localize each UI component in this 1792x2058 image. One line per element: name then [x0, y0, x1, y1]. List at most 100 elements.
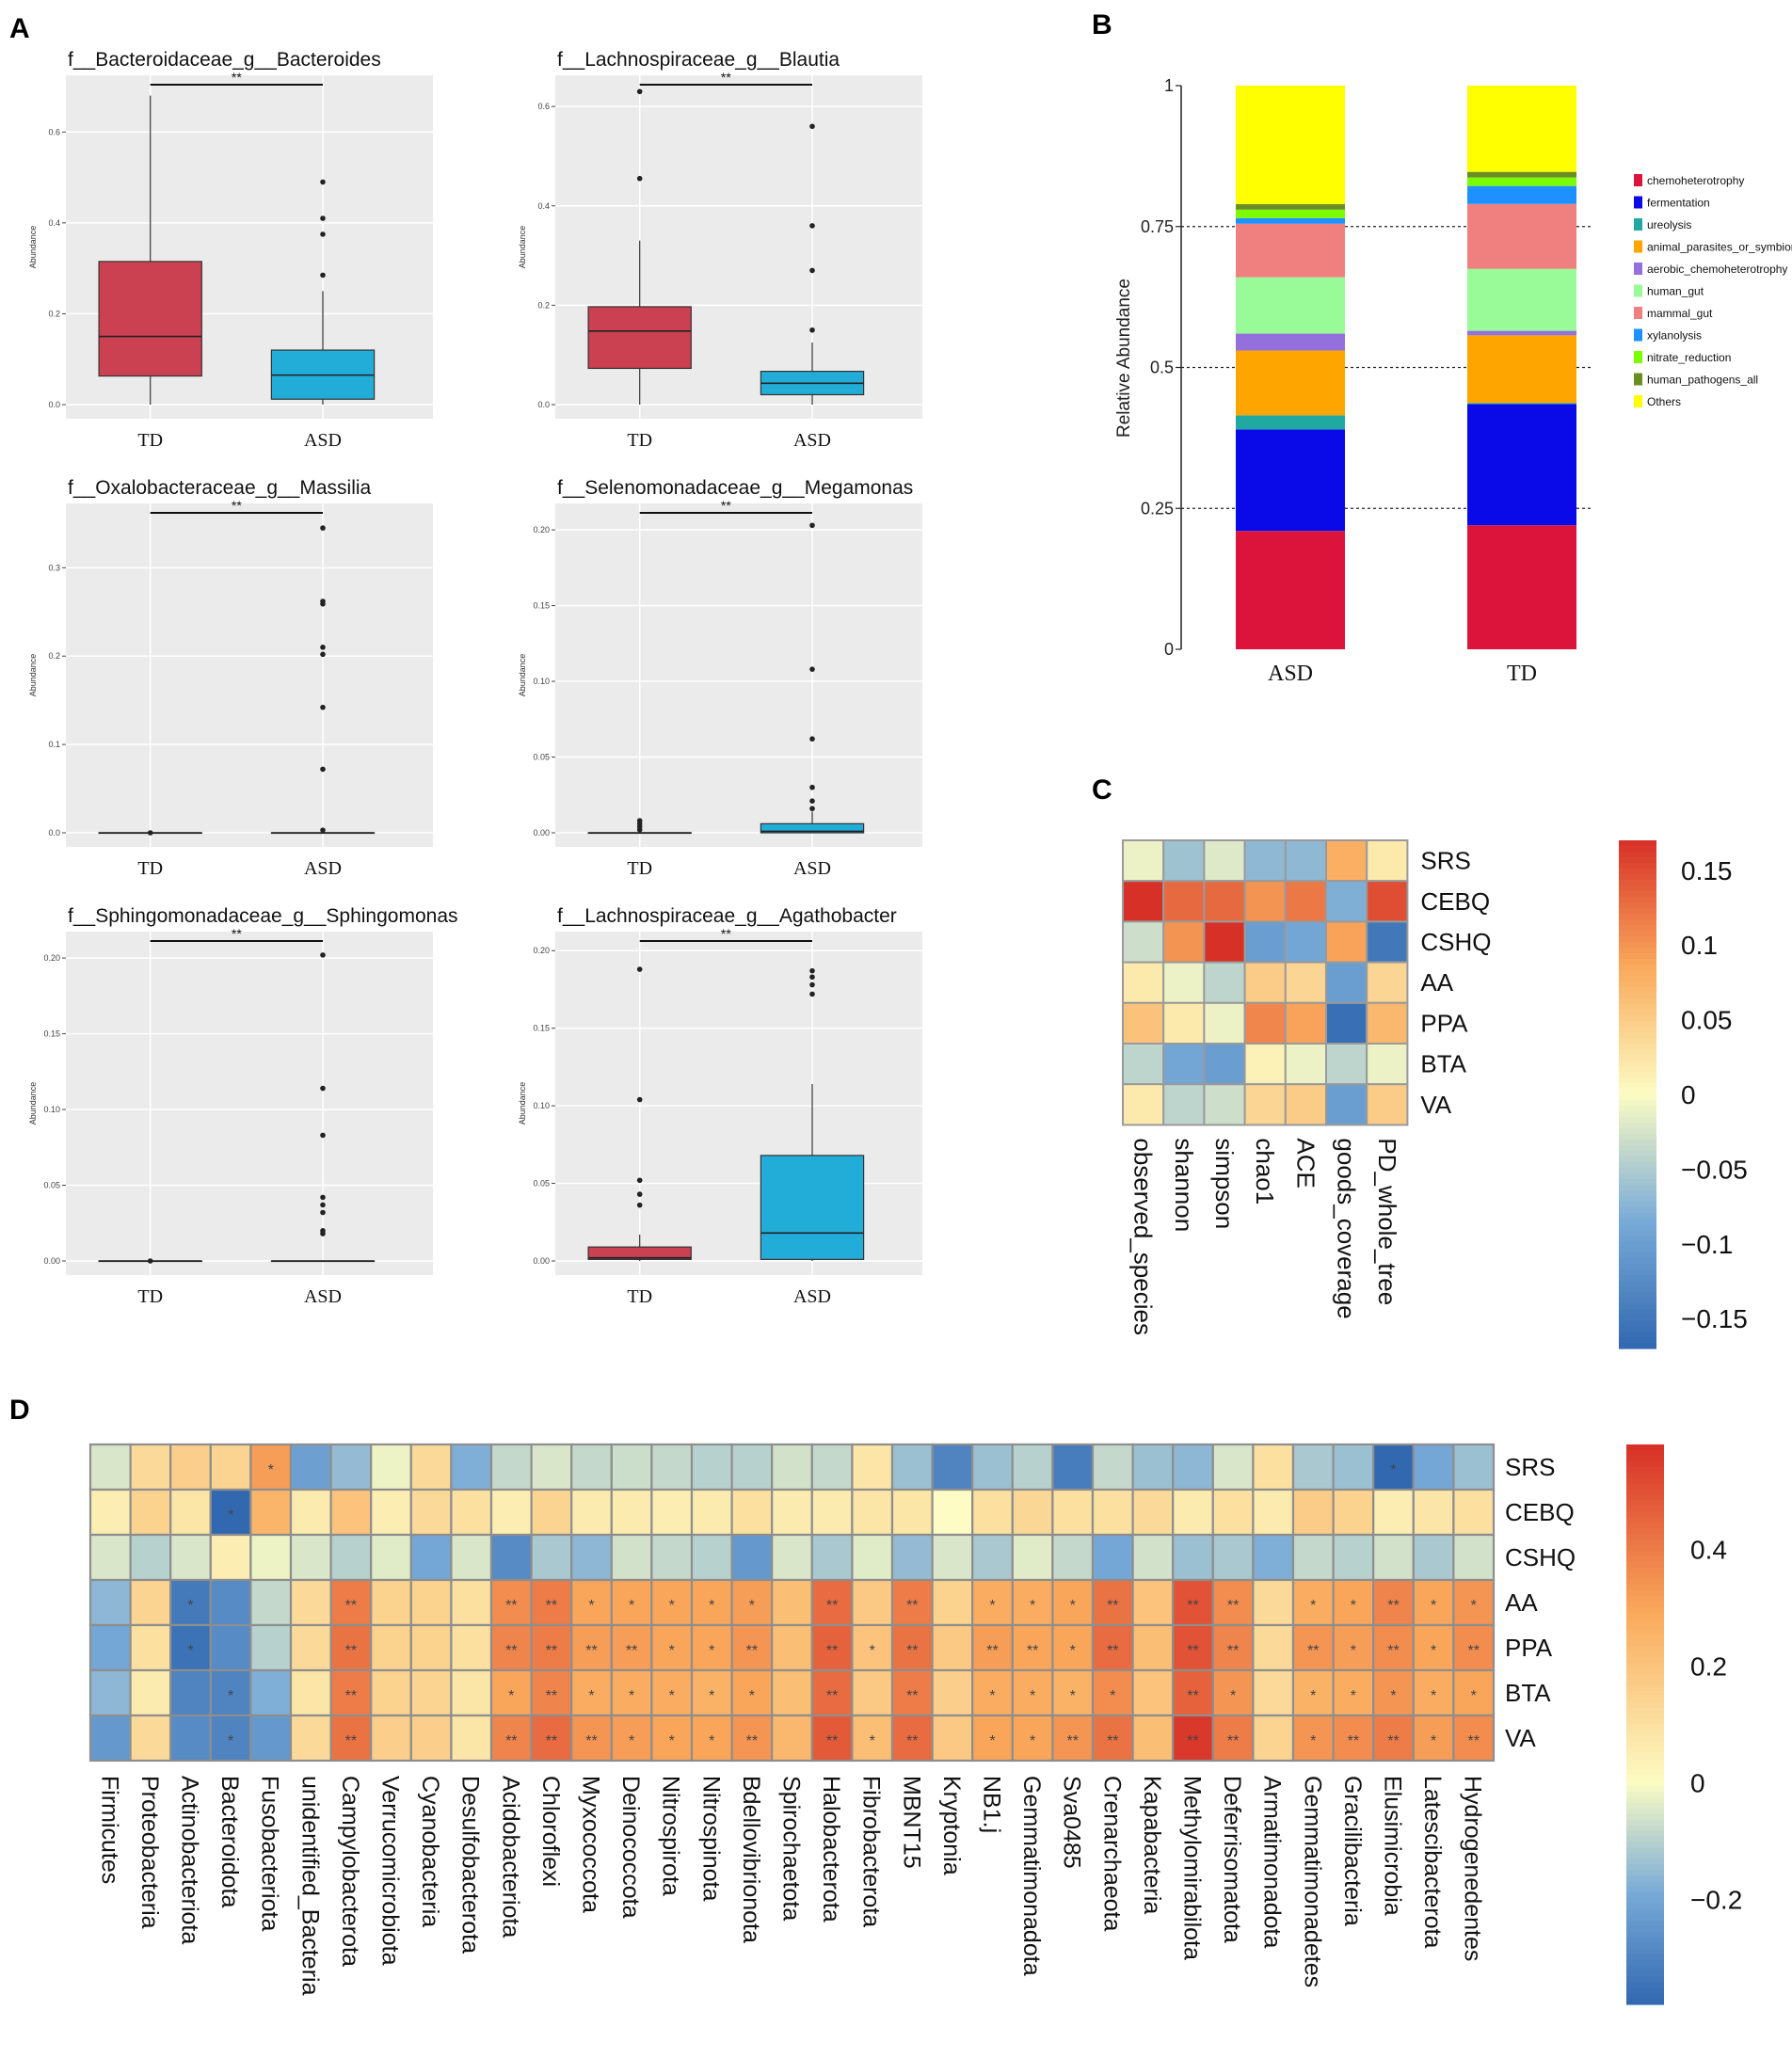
significance-mark: *: [629, 1733, 634, 1749]
bar-segment-human_pathogens_all: [1236, 203, 1345, 210]
outlier-point: [636, 1177, 643, 1184]
heatmap-cell: [810, 1714, 854, 1763]
significance-mark: *: [669, 1688, 675, 1704]
legend-swatch: [1634, 373, 1642, 386]
heatmap-cell: [1372, 1714, 1415, 1763]
heatmap-cell: [209, 1443, 252, 1492]
significance-mark: *: [588, 1688, 594, 1704]
significance-mark: **: [1467, 1733, 1479, 1749]
colorbar-step: [1619, 981, 1656, 988]
significance-mark: **: [746, 1733, 758, 1749]
legend-swatch: [1634, 395, 1642, 407]
column-label: Methylomirabilota: [1179, 1776, 1206, 1960]
colorbar-step: [1626, 1914, 1664, 1922]
heatmap-cell: [1291, 1488, 1335, 1537]
colorbar-step: [1626, 1528, 1664, 1535]
significance-mark: *: [187, 1643, 193, 1659]
column-label: Verrucomicrobiota: [377, 1776, 404, 1966]
heatmap-cell: [1284, 1083, 1328, 1126]
column-label: Firmicutes: [96, 1776, 122, 1884]
heatmap-cell: [209, 1714, 252, 1763]
colorbar-step: [1626, 1635, 1664, 1641]
heatmap-cell: [129, 1488, 172, 1537]
colorbar-step: [1626, 1730, 1664, 1736]
significance-mark: **: [626, 1643, 637, 1659]
row-label: VA: [1505, 1724, 1536, 1752]
significance-mark: *: [1351, 1643, 1356, 1659]
significance-mark: *: [709, 1598, 714, 1614]
heatmap-cell: [971, 1443, 1014, 1492]
colorbar-step: [1619, 1032, 1656, 1039]
significance-mark: *: [1310, 1598, 1316, 1614]
heatmap-cell: [1203, 920, 1246, 964]
colorbar-step: [1619, 1015, 1656, 1022]
significance-mark: **: [505, 1643, 517, 1659]
colorbar-step: [1626, 1853, 1664, 1859]
heatmap-cell: [530, 1578, 573, 1627]
significance-mark: *: [1230, 1688, 1236, 1704]
colorbar-step: [1626, 1517, 1664, 1524]
colorbar-step: [1626, 1752, 1664, 1759]
heatmap-cell: [329, 1488, 373, 1537]
colorbar-step: [1626, 1668, 1664, 1675]
heatmap-cell: [1162, 880, 1206, 923]
significance-mark: *: [1070, 1643, 1076, 1659]
significance-mark: **: [826, 1643, 838, 1659]
colorbar-step: [1619, 1207, 1656, 1214]
row-label: SRS: [1420, 847, 1470, 875]
colorbar-step: [1626, 1758, 1664, 1764]
column-label: PD_whole_tree: [1373, 1138, 1401, 1305]
colorbar-tick-label: −0.05: [1681, 1155, 1748, 1184]
heatmap-cell: [650, 1714, 694, 1763]
heatmap-cell: [730, 1668, 774, 1717]
colorbar-step: [1619, 852, 1656, 858]
colorbar-step: [1619, 1151, 1656, 1157]
colorbar-step: [1619, 908, 1656, 915]
bar-segment-human_pathogens_all: [1467, 171, 1576, 178]
colorbar-step: [1619, 942, 1656, 949]
significance-mark: **: [345, 1598, 357, 1614]
colorbar-step: [1626, 1836, 1664, 1843]
heatmap-cell: [1172, 1623, 1214, 1672]
panel-a-box-plots: f__Bacteroidaceae_g__Bacteroides 0.0 0.2 0.…: [28, 49, 922, 1307]
significance-mark: **: [1227, 1598, 1239, 1614]
x-tick-label: ASD: [304, 858, 342, 879]
colorbar-tick-label: −0.1: [1681, 1230, 1733, 1259]
colorbar-step: [1626, 1819, 1664, 1827]
heatmap-cell: [1122, 1083, 1165, 1126]
colorbar-step: [1626, 1506, 1664, 1512]
column-label: Armatimonadota: [1259, 1776, 1286, 1949]
legend-swatch: [1634, 307, 1642, 319]
heatmap-cell: [1332, 1443, 1375, 1492]
column-label: Halobacterota: [818, 1776, 844, 1922]
colorbar-step: [1619, 1247, 1656, 1253]
heatmap-cell: [1452, 1578, 1496, 1627]
heatmap-cell: [1452, 1443, 1496, 1492]
significance-mark: **: [1187, 1733, 1198, 1749]
outlier-point: [320, 231, 326, 237]
heatmap-cell: [690, 1443, 733, 1492]
colorbar-step: [1619, 998, 1656, 1005]
legend-entry: human_gut: [1647, 285, 1704, 298]
significance-mark: *: [669, 1643, 675, 1659]
colorbar-step: [1626, 1769, 1664, 1776]
column-label: simpson: [1210, 1138, 1239, 1229]
colorbar-step: [1626, 1572, 1664, 1580]
heatmap-cell: [1325, 880, 1368, 923]
bar-segment-chemoheterotrophy: [1236, 531, 1345, 649]
outlier-point: [809, 806, 815, 812]
colorbar-step: [1619, 1236, 1656, 1242]
colorbar-step: [1626, 1657, 1664, 1664]
heatmap-cell: [530, 1668, 573, 1717]
heatmap-cell: [1325, 1043, 1368, 1086]
significance-mark: **: [826, 1598, 838, 1614]
heatmap-cell: [370, 1533, 412, 1582]
heatmap-cell: [1412, 1714, 1455, 1763]
colorbar-step: [1619, 1258, 1656, 1265]
heatmap-cell: [690, 1488, 733, 1537]
heatmap-cell: [1291, 1533, 1335, 1582]
row-label: CEBQ: [1420, 887, 1490, 916]
heatmap-cell: [1332, 1623, 1375, 1672]
row-label: SRS: [1505, 1453, 1555, 1481]
colorbar-tick-label: 0.2: [1690, 1652, 1727, 1682]
